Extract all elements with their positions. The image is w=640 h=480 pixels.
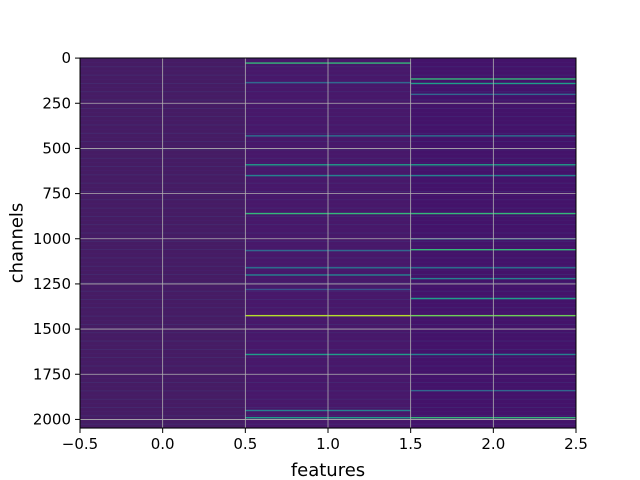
y-tick-label: 1000: [33, 230, 71, 248]
y-tick-label: 0: [61, 49, 71, 67]
y-tick-label: 500: [42, 139, 71, 157]
x-axis-ticks: −0.5 0.0 0.5 1.0 1.5 2.0 2.5: [62, 428, 588, 453]
x-tick-label: 1.0: [316, 435, 340, 453]
y-tick-label: 1750: [33, 365, 71, 383]
y-axis-label: channels: [6, 203, 27, 284]
x-tick-label: −0.5: [62, 435, 98, 453]
x-tick-label: 0.0: [151, 435, 175, 453]
y-axis-ticks: 0 250 500 750 1000 1250 1500 1750 2000: [33, 49, 80, 428]
y-tick-label: 2000: [33, 410, 71, 428]
y-tick-label: 250: [42, 94, 71, 112]
y-tick-label: 1500: [33, 320, 71, 338]
y-tick-label: 750: [42, 185, 71, 203]
y-tick-label: 1250: [33, 275, 71, 293]
x-tick-label: 0.5: [233, 435, 257, 453]
x-axis-label: features: [291, 460, 365, 480]
x-tick-label: 2.5: [564, 435, 588, 453]
x-tick-label: 2.0: [481, 435, 505, 453]
x-tick-label: 1.5: [399, 435, 423, 453]
